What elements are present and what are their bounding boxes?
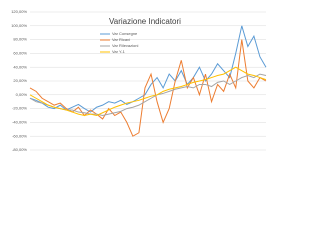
series-line xyxy=(29,66,267,117)
y-tick-label: 120,00% xyxy=(11,9,27,14)
y-tick-label: -20,00% xyxy=(12,106,27,111)
series-line xyxy=(29,25,267,113)
y-tick-label: -80,00% xyxy=(12,147,27,152)
y-tick-label: -60,00% xyxy=(12,133,27,138)
y-tick-label: -40,00% xyxy=(12,119,27,124)
legend-label: Var Rilevazioni xyxy=(112,43,138,48)
y-tick-label: 80,00% xyxy=(13,37,27,42)
y-tick-label: 0,00% xyxy=(16,92,28,97)
legend-label: Var Ricavi xyxy=(112,37,130,42)
page: Variazione Indicatori -80,00% -60,00% -40,… xyxy=(11,9,267,153)
y-tick-label: 40,00% xyxy=(13,64,27,69)
y-tick-label: 20,00% xyxy=(13,78,27,83)
chart: Variazione Indicatori -80,00% -60,00% -40,… xyxy=(11,9,267,152)
y-tick-label: 100,00% xyxy=(11,23,27,28)
series-line xyxy=(29,39,267,137)
series-line xyxy=(29,73,267,117)
legend-label: Var Y-1 xyxy=(112,49,126,54)
chart-title: Variazione Indicatori xyxy=(109,17,181,26)
y-tick-label: 60,00% xyxy=(13,50,27,55)
legend-label: Var Consegne xyxy=(112,31,138,36)
